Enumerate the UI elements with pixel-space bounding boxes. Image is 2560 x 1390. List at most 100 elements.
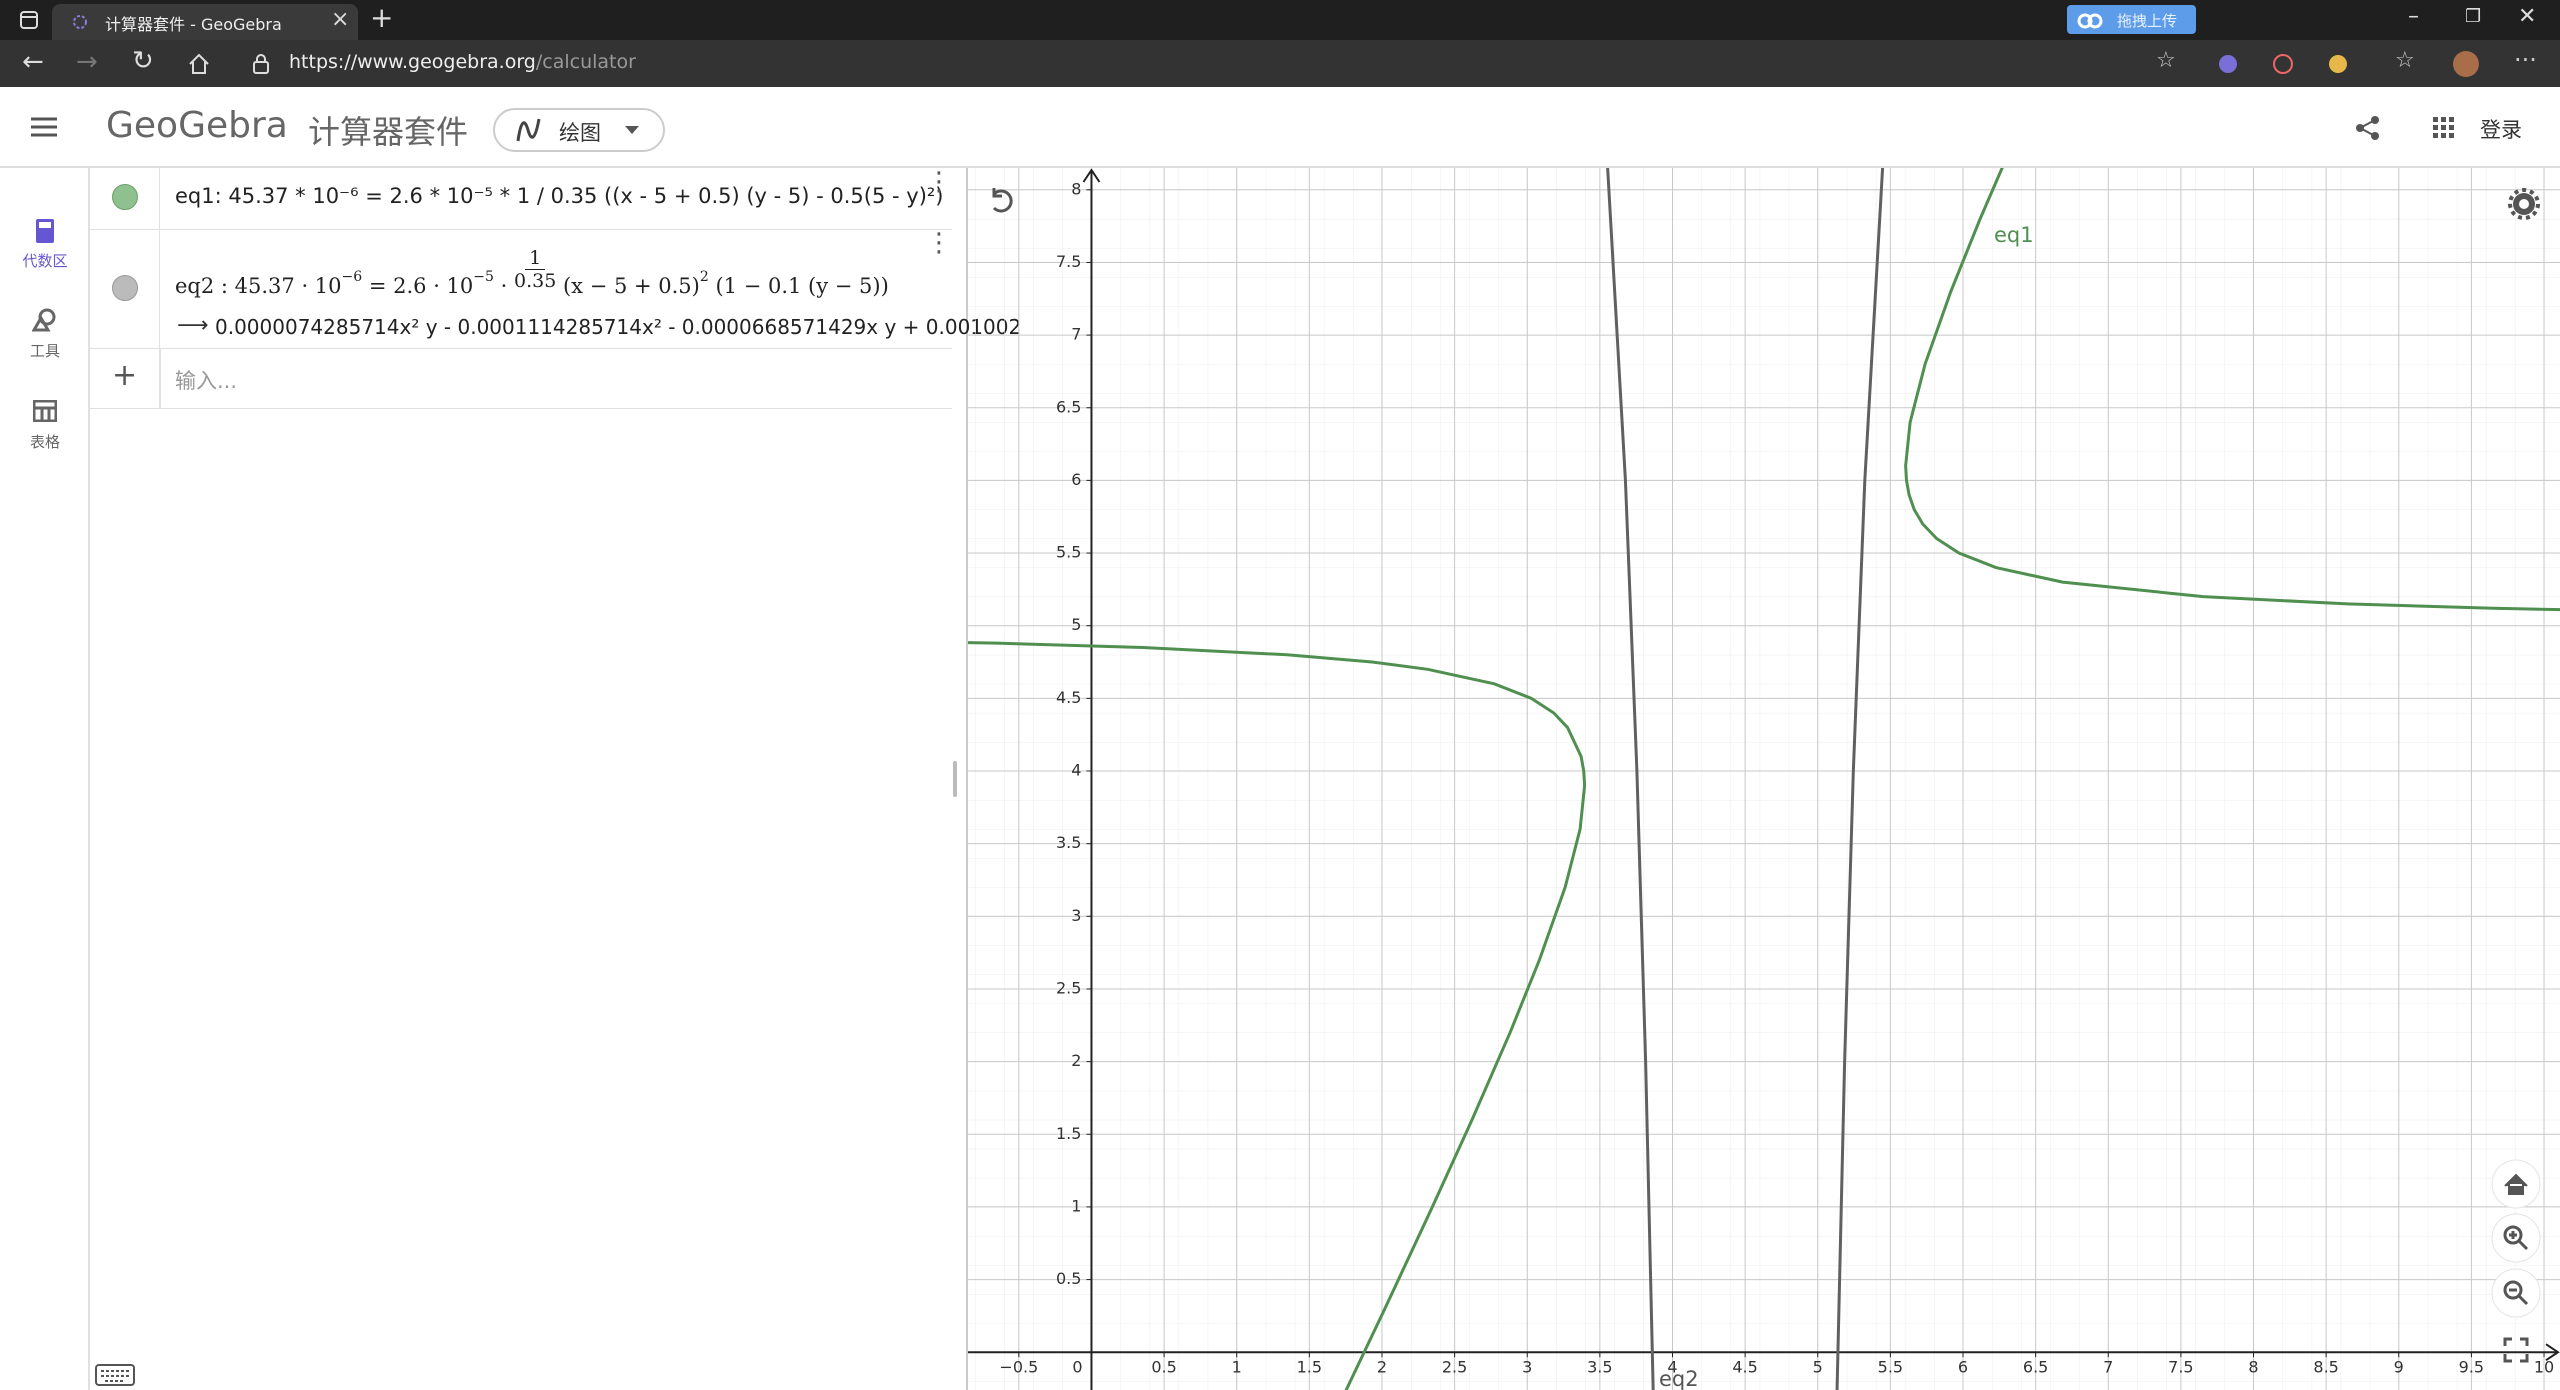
y-tick-label: 7 [1071, 325, 1081, 344]
y-tick-label: 3.5 [1056, 833, 1081, 852]
y-tick-label: 5 [1071, 615, 1081, 634]
eq-part: (x − 5 + 0.5) [562, 274, 700, 298]
table-icon[interactable] [33, 400, 57, 422]
extensions[interactable] [2216, 52, 2366, 76]
visibility-toggle[interactable] [112, 275, 138, 301]
tab-close[interactable]: × [331, 7, 350, 32]
eq-part: eq2 : 45.37 · 10 [175, 274, 342, 298]
exponent: −6 [341, 269, 363, 285]
forward[interactable]: → [76, 47, 98, 77]
x-tick-label: 8 [2248, 1358, 2258, 1377]
x-tick-label: 2.5 [1442, 1358, 1467, 1377]
x-tick-label: 7.5 [2168, 1358, 2193, 1377]
share[interactable] [2355, 115, 2381, 141]
algebra-icon[interactable] [35, 218, 55, 244]
home[interactable] [188, 53, 210, 75]
tab-bar: 计算器套件 - GeoGebra × + 拖拽上传 – ❐ ✕ [0, 0, 2560, 40]
x-tick-label: 10 [2534, 1358, 2554, 1377]
home-button[interactable] [2491, 1159, 2541, 1209]
y-tick-label: 4.5 [1056, 688, 1081, 707]
algebra-row[interactable]: eq2 : 45.37 · 10−6 = 2.6 · 10−5 · 1 0.35 … [90, 228, 1021, 349]
row-menu[interactable]: ⋮ [926, 228, 952, 258]
restore[interactable]: ❐ [2465, 6, 2482, 27]
y-tick-label: 7.5 [1056, 252, 1081, 271]
x-tick-label: 3.5 [1587, 1358, 1612, 1377]
app-header: GeoGebra 计算器套件 绘图 登录 [0, 87, 2560, 168]
nav-tools[interactable]: 工具 [29, 342, 60, 360]
upload-text: 拖拽上传 [2117, 12, 2178, 30]
curve-label: eq2 [1659, 1367, 1699, 1390]
active-tab[interactable]: 计算器套件 - GeoGebra × [52, 4, 358, 40]
undo[interactable] [992, 188, 1013, 213]
add-icon[interactable]: + [112, 358, 138, 393]
result-arrow: ⟶ [177, 313, 209, 338]
y-axis-arrow [1082, 168, 1101, 183]
login[interactable]: 登录 [2480, 118, 2522, 142]
x-tick-label: 5.5 [1878, 1358, 1903, 1377]
y-tick-label: 1 [1071, 1196, 1081, 1215]
resize-handle[interactable] [953, 761, 957, 797]
exponent: 2 [699, 269, 709, 285]
algebra-view: eq1: 45.37 * 10⁻⁶ = 2.6 * 10⁻⁵ * 1 / 0.3… [90, 168, 1021, 1390]
input-placeholder[interactable]: 输入... [175, 369, 238, 393]
zoom-out[interactable] [2491, 1268, 2541, 1318]
profile[interactable] [2452, 50, 2480, 78]
mode-selector[interactable]: 绘图 [493, 108, 665, 152]
visibility-toggle[interactable] [112, 184, 138, 210]
y-tick-label: 4 [1071, 761, 1081, 780]
x-tick-label: 4.5 [1732, 1358, 1757, 1377]
new-tab[interactable]: + [370, 1, 394, 34]
logo[interactable]: GeoGebra [106, 105, 288, 146]
tools-icon[interactable] [32, 308, 58, 332]
apps[interactable] [2433, 117, 2455, 139]
algebra-row[interactable]: eq1: 45.37 * 10⁻⁶ = 2.6 * 10⁻⁵ * 1 / 0.3… [90, 168, 952, 230]
fullscreen[interactable] [2503, 1337, 2529, 1363]
curve-eq2[interactable] [1837, 168, 1884, 1390]
back[interactable]: ← [22, 47, 44, 77]
eq-part: (1 − 0.1 (y − 5)) [715, 274, 889, 298]
nav-table[interactable]: 表格 [29, 433, 60, 451]
equation-result: 0.0000074285714x² y - 0.0001114285714x² … [215, 315, 1022, 339]
x-tick-label: 1.5 [1297, 1358, 1322, 1377]
keyboard-button[interactable] [95, 1364, 137, 1388]
x-tick-label: 4 [1667, 1358, 1677, 1377]
y-tick-label: 2.5 [1056, 978, 1081, 997]
eq-part: · [500, 274, 508, 298]
x-tick-label: 6 [1958, 1358, 1968, 1377]
row-menu[interactable]: ⋮ [926, 167, 952, 197]
x-tick-label: 8.5 [2313, 1358, 2338, 1377]
curve-eq1[interactable] [968, 640, 1585, 1390]
settings[interactable] [2508, 188, 2540, 220]
equation-input[interactable]: eq1: 45.37 * 10⁻⁶ = 2.6 * 10⁻⁵ * 1 / 0.3… [175, 184, 944, 208]
y-tick-label: 5.5 [1056, 543, 1081, 562]
tab-icon [73, 15, 87, 29]
hamburger[interactable] [31, 116, 57, 138]
x-tick-label: 2 [1377, 1358, 1387, 1377]
more[interactable]: ··· [2514, 46, 2537, 74]
tab-menu-icon[interactable] [20, 11, 38, 29]
x-tick-label: 1 [1232, 1358, 1242, 1377]
y-tick-label: 0.5 [1056, 1269, 1081, 1288]
address-bar: ← → ↻ https://www.geogebra.org/calculato… [0, 40, 2560, 87]
nav-algebra[interactable]: 代数区 [22, 252, 68, 270]
graphics-view[interactable]: −0.5 0 0.5 1 1.5 2 2.5 3 3.5 4 4.5 5 5.5 6 6.5 7 7.5 8 8.5… [968, 168, 2560, 1390]
reload[interactable]: ↻ [132, 46, 154, 76]
close-window[interactable]: ✕ [2518, 4, 2537, 29]
y-tick-label: 6.5 [1056, 397, 1081, 416]
suite-title: 计算器套件 [308, 113, 469, 151]
zoom-in[interactable] [2491, 1213, 2541, 1263]
favorite[interactable]: ☆ [2156, 48, 2176, 73]
x-tick-label: 0 [1072, 1358, 1082, 1377]
url[interactable]: https://www.geogebra.org/calculator [289, 51, 636, 73]
numerator: 1 [525, 247, 546, 270]
upload-button[interactable]: 拖拽上传 [2067, 5, 2196, 34]
minimize[interactable]: – [2408, 4, 2419, 29]
separator [160, 348, 161, 408]
equation[interactable]: eq2 : 45.37 · 10−6 = 2.6 · 10−5 · 1 0.35 … [175, 247, 889, 307]
favorites[interactable]: ☆ [2395, 48, 2415, 73]
lock-icon[interactable] [252, 53, 270, 75]
curve-eq1[interactable] [1906, 168, 2560, 614]
curve-eq2[interactable] [1606, 168, 1653, 1390]
denominator: 0.35 [513, 270, 557, 292]
input-row[interactable]: + 输入... [90, 348, 952, 409]
